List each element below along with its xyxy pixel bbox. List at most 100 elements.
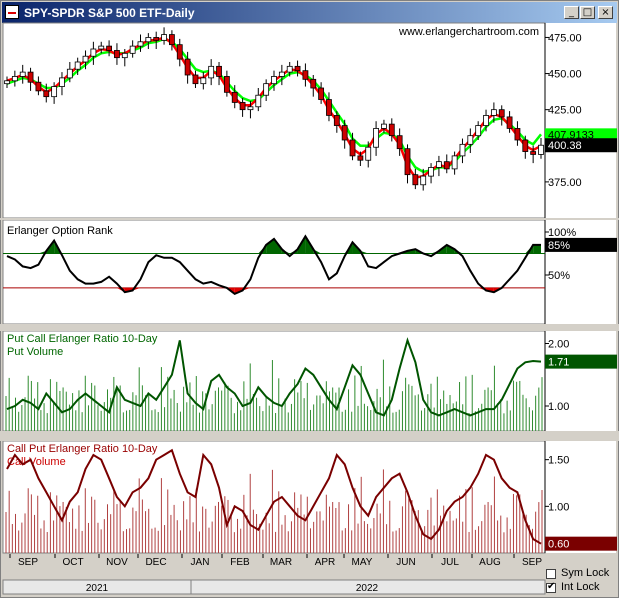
month-label: JAN — [191, 557, 210, 568]
candle-body — [412, 174, 419, 186]
app-icon[interactable] — [5, 5, 19, 19]
candle-body — [169, 34, 175, 46]
y-tick-label: 425.00 — [548, 105, 582, 117]
candle-body — [82, 55, 89, 63]
candle-body — [420, 175, 427, 186]
candle-body — [27, 71, 34, 83]
candle-body — [145, 37, 152, 43]
month-label: AUG — [479, 557, 501, 568]
close-button[interactable]: × — [598, 6, 613, 19]
month-label: JUN — [396, 557, 415, 568]
month-label: MAY — [352, 557, 373, 568]
candle-body — [66, 68, 73, 79]
panel-3-background — [2, 330, 546, 432]
candle-body — [263, 83, 270, 96]
check-icon: ✔ — [547, 581, 556, 592]
candle-body — [318, 87, 325, 100]
panel-separator — [0, 218, 619, 220]
y-tick-label: 100% — [548, 227, 576, 239]
panel-4-axis-area — [545, 441, 616, 553]
candle-body — [129, 45, 136, 54]
candle-body — [74, 61, 81, 70]
candle-body — [428, 167, 434, 177]
candle-body — [530, 151, 537, 155]
candle-body — [208, 65, 215, 79]
int-lock-label: Int Lock — [561, 581, 600, 593]
rank-high-fill — [266, 238, 274, 254]
month-label: SEP — [522, 557, 542, 568]
last-price-label: 400.38 — [548, 140, 582, 152]
month-label: DEC — [145, 557, 166, 568]
maximize-button[interactable]: □ — [580, 6, 595, 19]
month-label: MAR — [270, 557, 292, 568]
candle-body — [506, 116, 513, 129]
year-label: 2021 — [86, 583, 109, 594]
y-tick-label: 1.50 — [548, 455, 569, 467]
candle-body — [388, 123, 395, 137]
panel-4-background — [2, 440, 546, 554]
rank-value-tag — [545, 237, 617, 252]
y-tick-label: 475.00 — [548, 32, 582, 44]
candle-body — [106, 45, 112, 51]
candle-body — [365, 146, 372, 161]
panel-1-background — [2, 22, 546, 219]
ratio-value-tag — [545, 354, 617, 369]
y-tick-label: 450.00 — [548, 69, 582, 81]
candle-body — [4, 80, 10, 85]
candle-body — [43, 90, 50, 98]
candle-body — [475, 125, 482, 137]
candle-body — [231, 91, 238, 103]
candle-body — [192, 74, 199, 85]
candle-body — [176, 44, 183, 60]
rank-high-fill — [533, 244, 541, 254]
minimize-button[interactable]: _ — [564, 6, 579, 19]
candle-body — [538, 144, 544, 155]
candle-body — [121, 52, 128, 59]
candle-body — [294, 65, 301, 72]
ratio-value-label: 1.71 — [548, 357, 569, 369]
series-label: Put Volume — [7, 346, 63, 358]
candle-body — [11, 76, 18, 82]
option-rank-line — [6, 234, 541, 296]
sym-lock-label: Sym Lock — [561, 567, 610, 579]
candle-body — [216, 65, 222, 77]
month-label: APR — [315, 557, 336, 568]
ratio-line — [6, 448, 542, 545]
candle-body — [161, 34, 167, 41]
title-bar[interactable]: SPY-SPDR S&P 500 ETF-Daily _ □ × — [2, 2, 617, 23]
candle-body — [341, 125, 348, 141]
panel-separator — [0, 324, 619, 331]
candle-body — [381, 123, 387, 129]
candle-body — [271, 76, 277, 85]
panel-separator — [0, 431, 619, 441]
series-label: Call Volume — [7, 456, 66, 468]
rank-value-label: 85% — [548, 240, 570, 252]
sym-lock-checkbox[interactable] — [546, 569, 556, 579]
panel-title: Call Put Erlanger Ratio 10-Day — [7, 443, 158, 455]
candle-body — [59, 77, 65, 87]
candle-body — [184, 58, 191, 76]
candle-body — [153, 37, 160, 41]
candle-body — [98, 45, 105, 50]
ratio-value-label: 0.60 — [548, 539, 569, 551]
last-price-tag — [545, 138, 617, 153]
candle-body — [490, 109, 497, 116]
candle-body — [278, 71, 285, 77]
candle-body — [436, 161, 442, 168]
candle-body — [459, 143, 466, 157]
month-label: FEB — [230, 557, 250, 568]
year-label: 2022 — [356, 583, 379, 594]
y-tick-label: 375.00 — [548, 177, 582, 189]
candle-body — [333, 115, 340, 126]
int-lock-checkbox[interactable]: ✔ — [546, 581, 556, 593]
candle-body — [247, 106, 254, 111]
candle-body — [51, 86, 58, 98]
candle-body — [302, 70, 309, 80]
ema-value-tag — [545, 128, 617, 141]
y-tick-label: 2.00 — [548, 339, 569, 351]
candle-body — [326, 99, 332, 116]
panel-title: Put Call Erlanger Ratio 10-Day — [7, 333, 158, 345]
candle-body — [467, 135, 474, 145]
candle-body — [349, 139, 356, 157]
